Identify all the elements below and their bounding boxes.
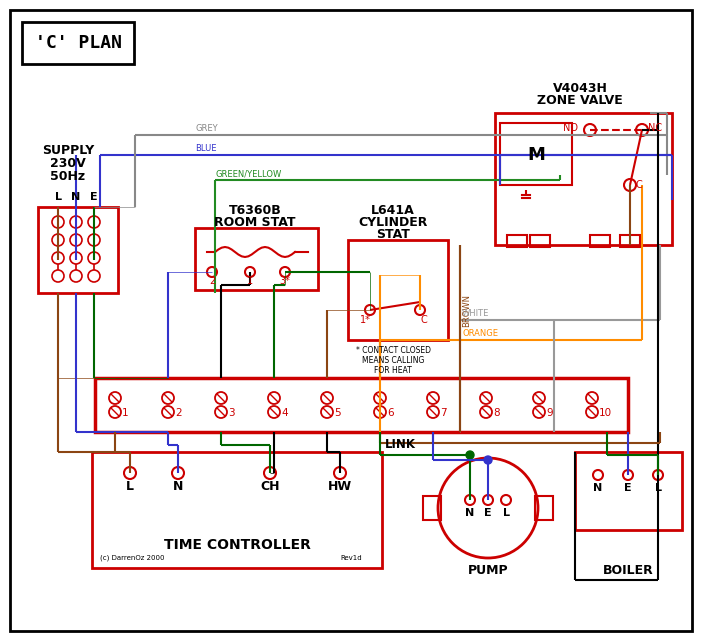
Text: 50Hz: 50Hz xyxy=(51,169,86,183)
Text: LINK: LINK xyxy=(385,438,416,451)
Bar xyxy=(500,123,572,185)
Text: N: N xyxy=(173,479,183,492)
Text: HW: HW xyxy=(328,479,352,492)
Bar xyxy=(495,113,672,245)
Text: 1*: 1* xyxy=(359,315,371,325)
Text: TIME CONTROLLER: TIME CONTROLLER xyxy=(164,538,310,552)
Text: SUPPLY: SUPPLY xyxy=(42,144,94,156)
Text: C: C xyxy=(636,180,643,190)
Text: 3*: 3* xyxy=(279,276,291,286)
Text: 4: 4 xyxy=(281,408,288,418)
Bar xyxy=(575,452,682,530)
Text: NO: NO xyxy=(563,123,578,133)
Text: 2: 2 xyxy=(209,276,215,286)
Text: BOILER: BOILER xyxy=(602,563,654,576)
Text: 6: 6 xyxy=(387,408,394,418)
Bar xyxy=(95,378,628,432)
Bar xyxy=(38,207,118,293)
Text: (c) DarrenOz 2000: (c) DarrenOz 2000 xyxy=(100,554,164,562)
Text: BROWN: BROWN xyxy=(462,294,471,326)
Text: GREY: GREY xyxy=(195,124,218,133)
Text: L: L xyxy=(55,192,62,202)
Bar xyxy=(507,235,527,247)
Text: ORANGE: ORANGE xyxy=(462,329,498,338)
Text: Rev1d: Rev1d xyxy=(340,555,362,561)
Text: 1: 1 xyxy=(247,276,253,286)
Text: N: N xyxy=(593,483,602,493)
Text: 9: 9 xyxy=(546,408,552,418)
Text: L: L xyxy=(126,479,134,492)
Text: * CONTACT CLOSED: * CONTACT CLOSED xyxy=(355,345,430,354)
Text: L641A: L641A xyxy=(371,203,415,217)
Text: C: C xyxy=(420,315,428,325)
Bar xyxy=(195,228,318,290)
Text: L: L xyxy=(503,508,510,518)
Bar xyxy=(348,240,448,340)
Text: M: M xyxy=(527,146,545,164)
Text: CYLINDER: CYLINDER xyxy=(358,215,428,228)
Text: E: E xyxy=(484,508,492,518)
Bar xyxy=(620,235,640,247)
Text: T6360B: T6360B xyxy=(229,203,282,217)
Text: ZONE VALVE: ZONE VALVE xyxy=(537,94,623,106)
Text: N: N xyxy=(72,192,81,202)
Text: CH: CH xyxy=(260,479,280,492)
Text: GREEN/YELLOW: GREEN/YELLOW xyxy=(215,169,282,178)
Bar xyxy=(423,496,441,520)
Text: WHITE: WHITE xyxy=(462,309,489,318)
Text: 8: 8 xyxy=(493,408,500,418)
Text: 'C' PLAN: 'C' PLAN xyxy=(34,34,121,52)
Text: L: L xyxy=(654,483,661,493)
Text: 2: 2 xyxy=(175,408,182,418)
Circle shape xyxy=(484,456,492,464)
Circle shape xyxy=(466,451,474,459)
Text: N: N xyxy=(465,508,475,518)
Text: PUMP: PUMP xyxy=(468,563,508,576)
Text: BLUE: BLUE xyxy=(195,144,216,153)
Text: STAT: STAT xyxy=(376,228,410,240)
Bar xyxy=(535,496,553,520)
Text: 7: 7 xyxy=(440,408,446,418)
Text: E: E xyxy=(90,192,98,202)
Text: V4043H: V4043H xyxy=(552,81,607,94)
Text: 10: 10 xyxy=(599,408,612,418)
Text: 3: 3 xyxy=(228,408,234,418)
Text: 5: 5 xyxy=(334,408,340,418)
Text: E: E xyxy=(624,483,632,493)
Bar xyxy=(22,22,134,64)
Bar xyxy=(92,452,382,568)
Text: MEANS CALLING: MEANS CALLING xyxy=(362,356,424,365)
Text: NC: NC xyxy=(648,123,662,133)
Text: 1: 1 xyxy=(122,408,128,418)
Text: ROOM STAT: ROOM STAT xyxy=(214,215,296,228)
Text: FOR HEAT: FOR HEAT xyxy=(374,365,412,374)
Bar xyxy=(590,235,610,247)
Bar xyxy=(530,235,550,247)
Text: 230V: 230V xyxy=(50,156,86,169)
